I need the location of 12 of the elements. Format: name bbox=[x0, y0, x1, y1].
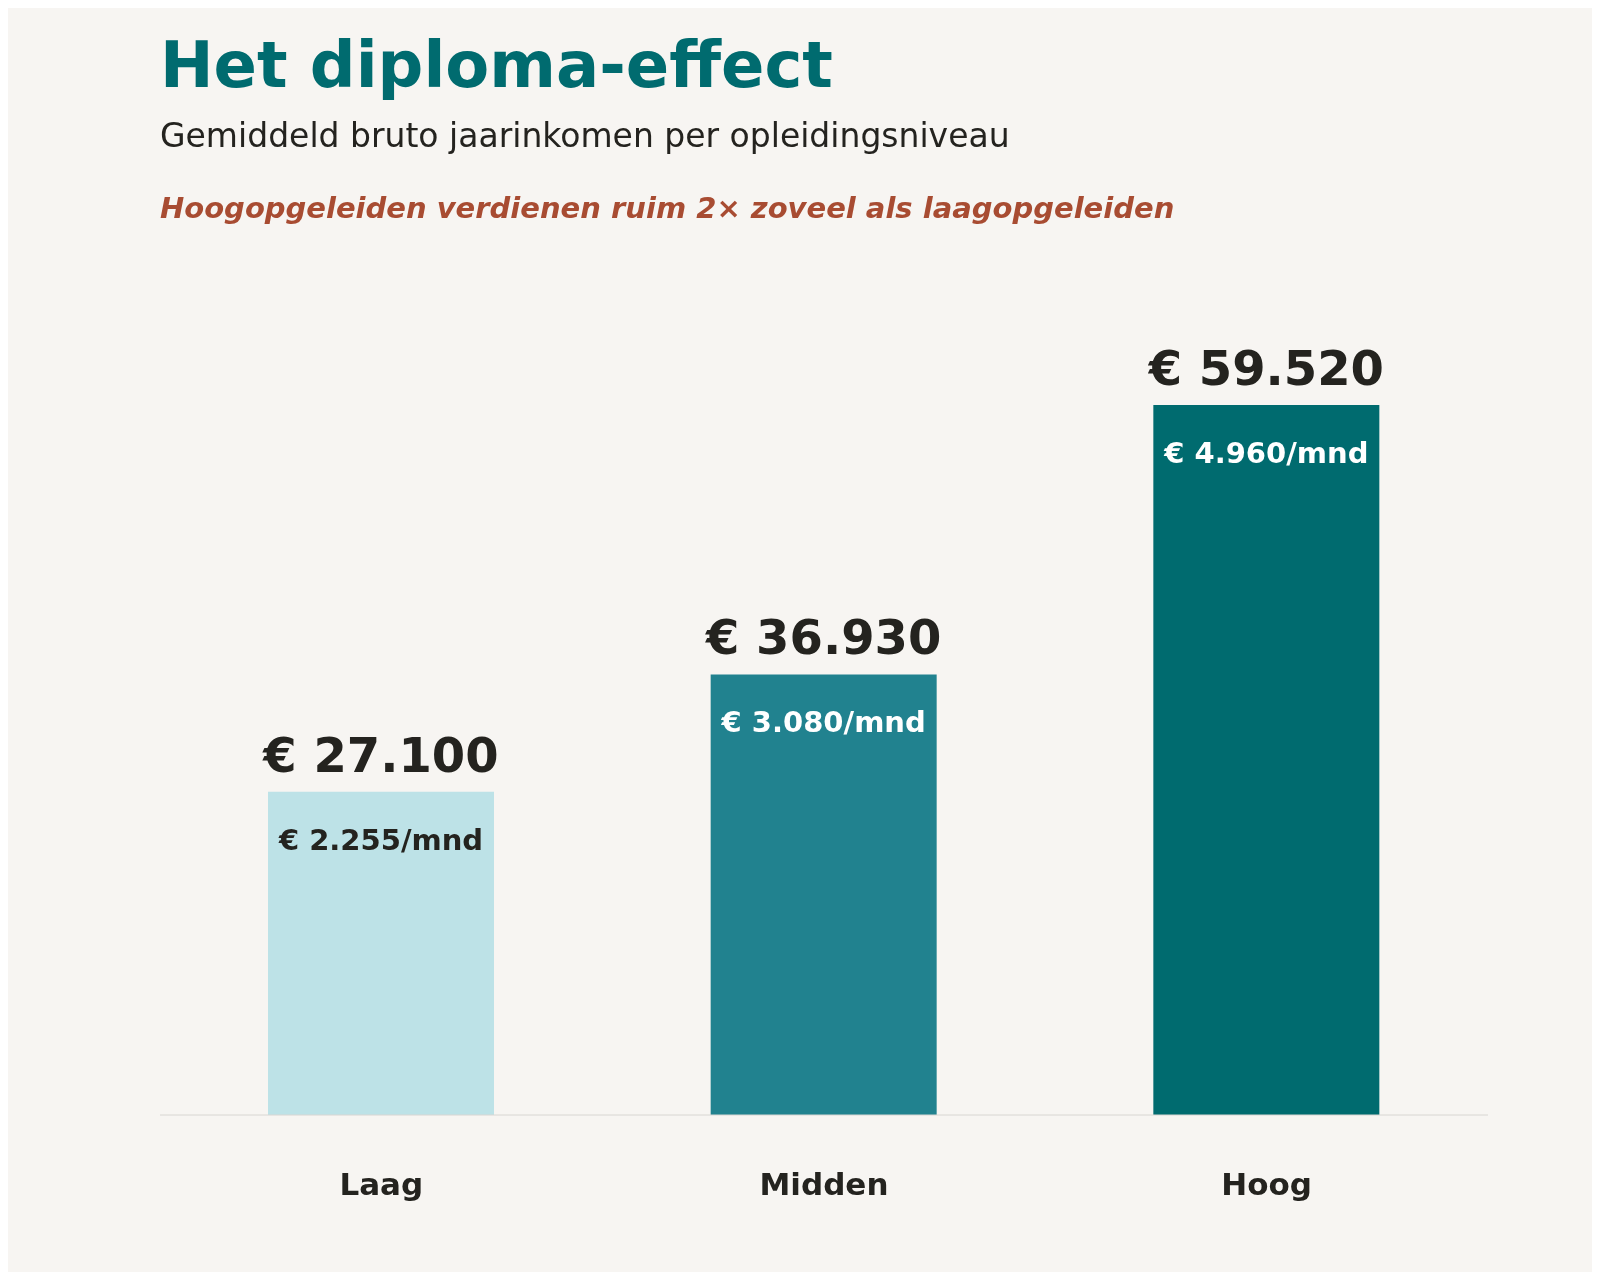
x-tick-label: Hoog bbox=[1221, 1166, 1313, 1203]
annotation: € 3.080/mnd bbox=[720, 705, 926, 740]
data-label: € 36.930 bbox=[704, 609, 942, 666]
annotation: € 2.255/mnd bbox=[277, 822, 484, 857]
chart-title: Het diploma-effect bbox=[160, 28, 834, 102]
data-label: € 27.100 bbox=[262, 726, 499, 783]
annotation: € 4.960/mnd bbox=[1163, 436, 1369, 470]
text: Hoogopgeleiden verdienen ruim 2× zoveel als laagopgeleiden bbox=[160, 191, 1176, 225]
data-label: € 59.520 bbox=[1147, 340, 1385, 396]
x-tick-label: Laag bbox=[339, 1166, 424, 1203]
x-tick-label: Midden bbox=[759, 1166, 889, 1203]
chart-subtitle: Gemiddeld bruto jaarinkomen per opleidingsniveau bbox=[160, 116, 1011, 155]
